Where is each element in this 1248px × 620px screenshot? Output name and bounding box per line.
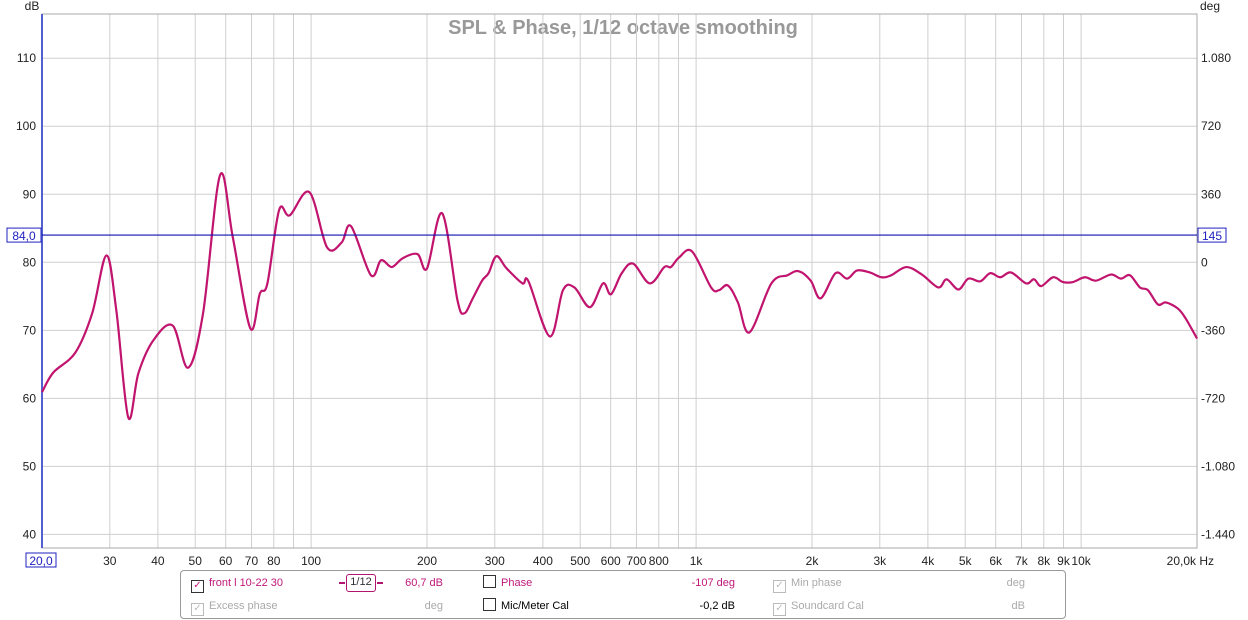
min-phase-value: deg — [1006, 577, 1025, 589]
cursor-deg-label: 145 — [1202, 229, 1222, 243]
trace-name: front l 10-22 30 — [209, 577, 283, 589]
x-tick-label: 200 — [417, 554, 437, 568]
x-tick-label: 400 — [533, 554, 553, 568]
x-tick-label: 70 — [245, 554, 259, 568]
x-tick-label: 800 — [649, 554, 669, 568]
x-tick-label: 500 — [570, 554, 590, 568]
trace-value: 60,7 dB — [405, 577, 443, 589]
x-tick-label: 3k — [873, 554, 887, 568]
checkbox-icon[interactable] — [483, 575, 496, 588]
x-tick-label: 80 — [267, 554, 281, 568]
y-tick-label: 70 — [23, 323, 37, 337]
y2-axis-unit: deg — [1200, 0, 1220, 13]
x-tick-label: 700 — [626, 554, 646, 568]
chart-title: SPL & Phase, 1/12 octave smoothing — [448, 17, 798, 39]
phase-toggle[interactable]: Phase — [483, 575, 532, 591]
y2-tick-label: 1.080 — [1201, 51, 1231, 65]
y2-tick-label: -360 — [1201, 323, 1225, 337]
mic-cal-toggle[interactable]: Mic/Meter Cal — [483, 598, 569, 614]
y-tick-label: 80 — [23, 255, 37, 269]
x-axis-end-label: 20,0k Hz — [1167, 554, 1214, 568]
trace-toggle[interactable]: ✓ front l 10-22 30 — [191, 575, 283, 593]
mic-cal-label: Mic/Meter Cal — [501, 600, 569, 612]
x-tick-label: 4k — [922, 554, 936, 568]
y2-tick-label: 0 — [1201, 255, 1208, 269]
y-tick-label: 60 — [23, 391, 37, 405]
axis-ticks: 40 50 60 70 80 90 100 110 1.080 720 360 0 -360 -720 -1… — [16, 51, 1235, 568]
checkbox-icon[interactable]: ✓ — [191, 603, 204, 616]
x-tick-label: 8k — [1037, 554, 1051, 568]
phase-label: Phase — [501, 577, 533, 589]
y-tick-label: 90 — [23, 187, 37, 201]
y-axis-unit: dB — [25, 0, 40, 13]
legend-panel: ✓ front l 10-22 30 1/12 60,7 dB Phase -10… — [180, 570, 1066, 619]
min-phase-label: Min phase — [791, 577, 842, 589]
x-tick-label: 300 — [485, 554, 505, 568]
x-tick-label: 2k — [806, 554, 820, 568]
x-tick-label: 50 — [189, 554, 203, 568]
excess-phase-value: deg — [424, 600, 443, 612]
y-tick-label: 100 — [16, 119, 36, 133]
checkbox-icon[interactable]: ✓ — [773, 603, 786, 616]
x-tick-label: 600 — [601, 554, 621, 568]
mic-cal-value: -0,2 dB — [699, 600, 735, 612]
checkbox-icon[interactable]: ✓ — [191, 580, 204, 593]
x-tick-label: 6k — [989, 554, 1003, 568]
y-tick-label: 110 — [17, 51, 36, 65]
cursor-db-label: 84,0 — [12, 229, 36, 243]
checkbox-icon[interactable]: ✓ — [773, 580, 786, 593]
checkbox-icon[interactable] — [483, 598, 496, 611]
cursor[interactable]: 84,0 145 20,0 — [6, 227, 1227, 568]
cursor-freq-label: 20,0 — [29, 554, 53, 568]
soundcard-cal-toggle[interactable]: ✓ Soundcard Cal — [773, 598, 864, 616]
y2-tick-label: 720 — [1201, 119, 1221, 133]
y2-tick-label: -1.080 — [1201, 459, 1235, 473]
smoothing-button[interactable]: 1/12 — [339, 574, 383, 592]
x-tick-label: 30 — [103, 554, 117, 568]
phase-value: -107 deg — [691, 577, 735, 589]
smoothing-label: 1/12 — [350, 576, 372, 588]
y2-tick-label: -1.440 — [1201, 527, 1235, 541]
y-tick-label: 50 — [23, 459, 37, 473]
x-tick-label: 100 — [301, 554, 321, 568]
x-tick-label: 1k — [690, 554, 704, 568]
x-tick-label: 60 — [219, 554, 233, 568]
y-tick-label: 40 — [23, 527, 37, 541]
y2-tick-label: 360 — [1201, 187, 1221, 201]
cursor-db-box — [6, 227, 42, 243]
cursor-deg-box — [1197, 227, 1227, 243]
excess-phase-label: Excess phase — [209, 600, 278, 612]
soundcard-cal-value: dB — [1011, 600, 1025, 612]
cursor-freq-box — [25, 552, 57, 568]
x-tick-label: 5k — [959, 554, 973, 568]
x-tick-label: 7k — [1015, 554, 1029, 568]
soundcard-cal-label: Soundcard Cal — [791, 600, 864, 612]
spl-series-line — [41, 172, 1198, 421]
x-tick-label: 9k — [1057, 554, 1071, 568]
x-tick-label: 10k — [1071, 554, 1091, 568]
y2-tick-label: -720 — [1201, 391, 1225, 405]
min-phase-toggle[interactable]: ✓ Min phase — [773, 575, 842, 593]
excess-phase-toggle[interactable]: ✓ Excess phase — [191, 598, 278, 616]
spl-phase-chart[interactable]: SPL & Phase, 1/12 octave smoothing dB de… — [0, 0, 1248, 568]
x-tick-label: 40 — [151, 554, 165, 568]
